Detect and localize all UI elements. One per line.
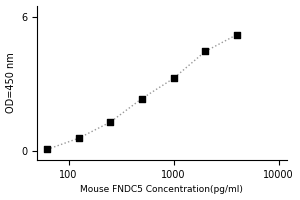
Point xyxy=(45,148,50,151)
Point xyxy=(108,120,113,124)
Point xyxy=(171,77,176,80)
X-axis label: Mouse FNDC5 Concentration(pg/ml): Mouse FNDC5 Concentration(pg/ml) xyxy=(80,185,243,194)
Point xyxy=(234,33,239,36)
Point xyxy=(76,137,81,140)
Y-axis label: OD=450 nm: OD=450 nm xyxy=(6,52,16,113)
Point xyxy=(140,97,144,100)
Point xyxy=(203,50,208,53)
